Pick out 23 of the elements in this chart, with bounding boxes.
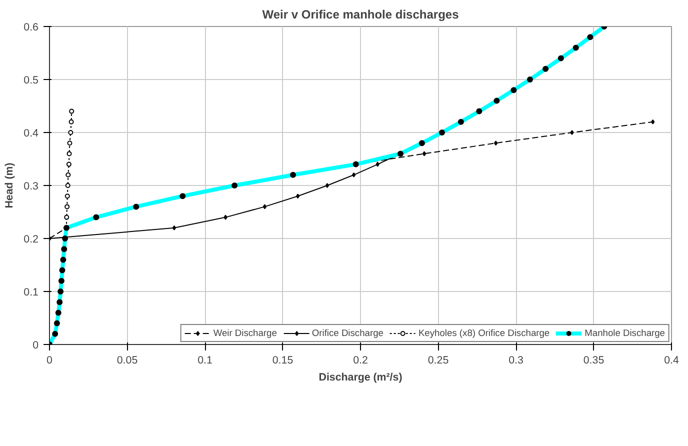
x-tick-label: 0.25 — [428, 354, 449, 366]
x-tick-label: 0.2 — [353, 354, 368, 366]
legend-label: Orifice Discharge — [312, 328, 384, 338]
x-tick-label: 0.4 — [664, 354, 679, 366]
y-tick-label: 0 — [32, 340, 39, 352]
x-tick-label: 0.1 — [198, 354, 212, 366]
y-tick-label: 0.2 — [24, 234, 39, 246]
y-tick-label: 0.5 — [24, 74, 39, 86]
legend-label: Keyholes (x8) Orifice Discharge — [418, 328, 550, 338]
y-tick-label: 0.6 — [24, 22, 39, 34]
legend-label: Manhole Discharge — [584, 328, 665, 338]
x-tick-label: 0.35 — [583, 354, 604, 366]
x-axis-title: Discharge (m²/s) — [318, 372, 403, 384]
legend-label: Weir Discharge — [213, 328, 277, 338]
chart-title: Weir v Orifice manhole discharges — [262, 8, 460, 22]
y-tick-label: 0.3 — [24, 180, 39, 192]
x-tick-label: 0.05 — [116, 354, 138, 366]
x-tick-label: 0 — [46, 354, 53, 366]
x-tick-label: 0.3 — [508, 354, 524, 366]
y-tick-label: 0.4 — [24, 128, 39, 140]
x-tick-label: 0.15 — [272, 354, 294, 366]
y-axis-title: Head (m) — [4, 162, 16, 208]
y-tick-label: 0.1 — [24, 286, 39, 298]
